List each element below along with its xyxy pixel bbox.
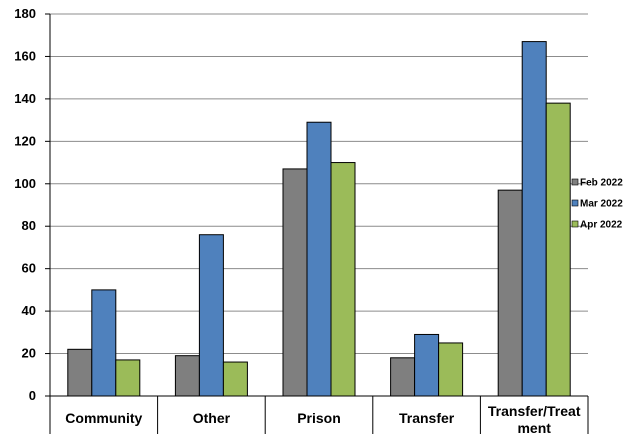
bar-feb-2022-community [67,348,93,397]
bar-apr-2022-transfer-treatment [545,102,571,397]
x-category-label: Community [65,410,142,426]
x-category-label: Other [193,410,231,426]
bar-mar-2022-transfer-treatment [521,41,547,397]
y-tick-label: 80 [22,218,36,233]
x-category-label: Transfer/Treat [488,403,581,419]
legend-label: Feb 2022 [580,178,623,189]
bar-feb-2022-transfer-treatment [497,189,523,397]
y-tick-label: 20 [22,346,36,361]
y-tick-label: 120 [14,133,36,148]
y-tick-label: 140 [14,91,36,106]
bar-apr-2022-other [222,361,248,397]
bar-apr-2022-community [115,359,141,397]
legend-label: Apr 2022 [580,220,623,231]
bar-feb-2022-prison [282,168,308,397]
bar-mar-2022-community [91,289,117,397]
x-category-label: ment [517,420,551,435]
legend-swatch [571,199,579,207]
legend-swatch [571,220,579,228]
y-tick-label: 40 [22,303,36,318]
bar-apr-2022-prison [330,162,356,397]
bars [67,41,571,397]
x-category-label: Prison [297,410,341,426]
bar-apr-2022-transfer [438,342,464,397]
y-tick-label: 0 [29,388,36,403]
legend-swatch [571,178,579,186]
y-tick-label: 60 [22,261,36,276]
bar-mar-2022-other [198,234,224,397]
bar-mar-2022-prison [306,121,332,397]
bar-mar-2022-transfer [414,333,440,397]
y-tick-label: 180 [14,6,36,21]
axes [45,13,589,434]
bar-feb-2022-other [174,355,200,397]
y-axis-tick-labels: 0 20 40 60 80 100 120 140 160 180 [14,6,36,403]
bar-feb-2022-transfer [390,357,416,397]
x-category-label: Transfer [399,410,455,426]
legend-label: Mar 2022 [580,199,623,210]
legend: Feb 2022 Mar 2022 Apr 2022 [571,178,623,231]
y-tick-label: 160 [14,48,36,63]
y-tick-label: 100 [14,176,36,191]
x-axis-category-labels: Community Other Prison Transfer Transfer/Tre… [65,403,581,435]
